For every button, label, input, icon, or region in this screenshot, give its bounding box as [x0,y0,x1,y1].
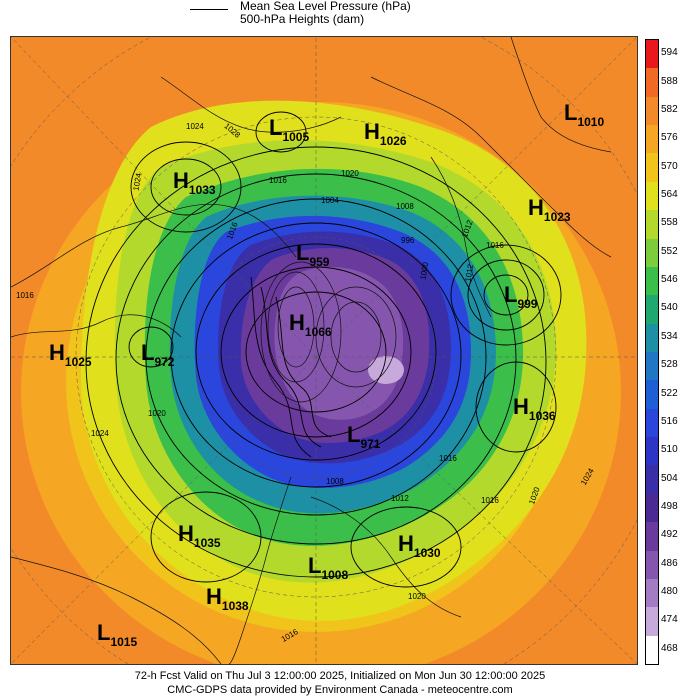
colorbar-segment [646,465,658,495]
legend-heights-label: 500-hPa Heights (dam) [240,12,365,26]
isobar-label: 1016 [481,496,499,505]
colorbar-segment [646,437,658,466]
high-center: H1033 [173,168,216,198]
colorbar-tick-label: 594 [661,47,678,59]
isobar-label: 1008 [326,477,344,486]
colorbar-segment [646,210,658,240]
colorbar-tick-label: 546 [661,274,678,286]
mslp-line-sample [190,9,228,10]
high-center: H1066 [289,310,332,340]
colorbar-segment [646,295,658,325]
isobar-label: 1024 [91,429,109,438]
isobar-label: 1016 [486,241,504,250]
isobar-label: 1024 [186,122,204,131]
legend-mslp-label: Mean Sea Level Pressure (hPa) [240,0,411,13]
isobar-label: 1004 [321,196,339,205]
isobar-label: 996 [401,236,415,245]
low-center: L999 [504,282,538,312]
colorbar-tick-label: 468 [661,642,678,654]
map-canvas [11,37,637,664]
colorbar-segment [646,125,658,154]
isobar-label: 1016 [269,176,287,185]
isobar-label: 1016 [439,454,457,463]
high-center: H1025 [49,340,92,370]
height-colorbar [645,39,659,665]
colorbar-segment [646,352,658,381]
colorbar-segment [646,181,658,211]
colorbar-segment [646,635,658,665]
colorbar-tick-label: 492 [661,529,678,541]
colorbar-tick-label: 570 [661,160,678,172]
isobar-label: 1016 [16,291,34,300]
valid-time-caption: 72-h Fcst Valid on Thu Jul 3 12:00:00 20… [134,670,546,682]
colorbar-tick-label: 510 [661,444,678,456]
colorbar-tick-label: 552 [661,245,678,257]
colorbar-tick-label: 588 [661,75,678,87]
high-center: H1023 [528,195,571,225]
colorbar-segment [646,153,658,183]
high-center: H1030 [398,531,441,561]
low-center: L1008 [308,553,349,583]
low-center: L1005 [269,115,310,145]
coastlines [11,37,612,664]
colorbar-tick-label: 528 [661,359,678,371]
colorbar-segment [646,40,658,69]
data-credit-caption: CMC-GDPS data provided by Environment Ca… [167,684,513,696]
height-field-486 [274,266,404,420]
colorbar-segment [646,522,658,552]
colorbar-segment [646,238,658,268]
colorbar-tick-label: 564 [661,189,678,200]
legend-header: Mean Sea Level Pressure (hPa) 500-hPa He… [0,0,680,36]
colorbar-segment [646,96,658,126]
forecast-map: L1005 H1026 L1010 H1033 H1023 L959 L999 … [10,36,638,665]
colorbar-tick-label: 540 [661,302,678,314]
high-center: H1038 [206,584,249,614]
low-center: L1010 [564,100,605,130]
colorbar-tick-label: 576 [661,132,678,144]
high-center: H1026 [364,119,407,149]
high-pressure-contours [260,261,397,403]
colorbar-tick-label: 486 [661,557,678,569]
colorbar-segment [646,493,658,523]
colorbar-segment [646,607,658,637]
low-center: L972 [141,340,175,370]
colorbar-segment [646,380,658,410]
colorbar-tick-label: 558 [661,217,678,229]
isobar-label: 1012 [391,494,409,503]
high-center: H1035 [178,521,221,551]
colorbar-tick-label: 480 [661,586,678,598]
high-center: H1036 [513,394,556,424]
low-center: L971 [347,422,381,452]
colorbar-tick-label: 516 [661,415,678,427]
colorbar-segment [646,323,658,353]
isobars [85,111,562,588]
colorbar-tick-label: 534 [661,330,678,342]
colorbar-segment [646,578,658,608]
colorbar-segment [646,550,658,580]
isobar-label: 1020 [148,409,166,418]
colorbar-segment [646,266,658,296]
colorbar-tick-label: 498 [661,501,678,512]
isobar-label: 1020 [341,169,359,178]
low-center: L959 [296,240,330,270]
low-center: L1015 [97,620,138,650]
colorbar-segment [646,68,658,98]
isobar-label: 1008 [396,202,414,211]
colorbar-tick-label: 474 [661,614,678,626]
colorbar-tick-label: 504 [661,472,678,484]
colorbar-tick-label: 522 [661,387,678,399]
colorbar-tick-label: 582 [661,103,678,115]
isobar-label: 1020 [408,592,426,601]
colorbar-segment [646,408,658,438]
